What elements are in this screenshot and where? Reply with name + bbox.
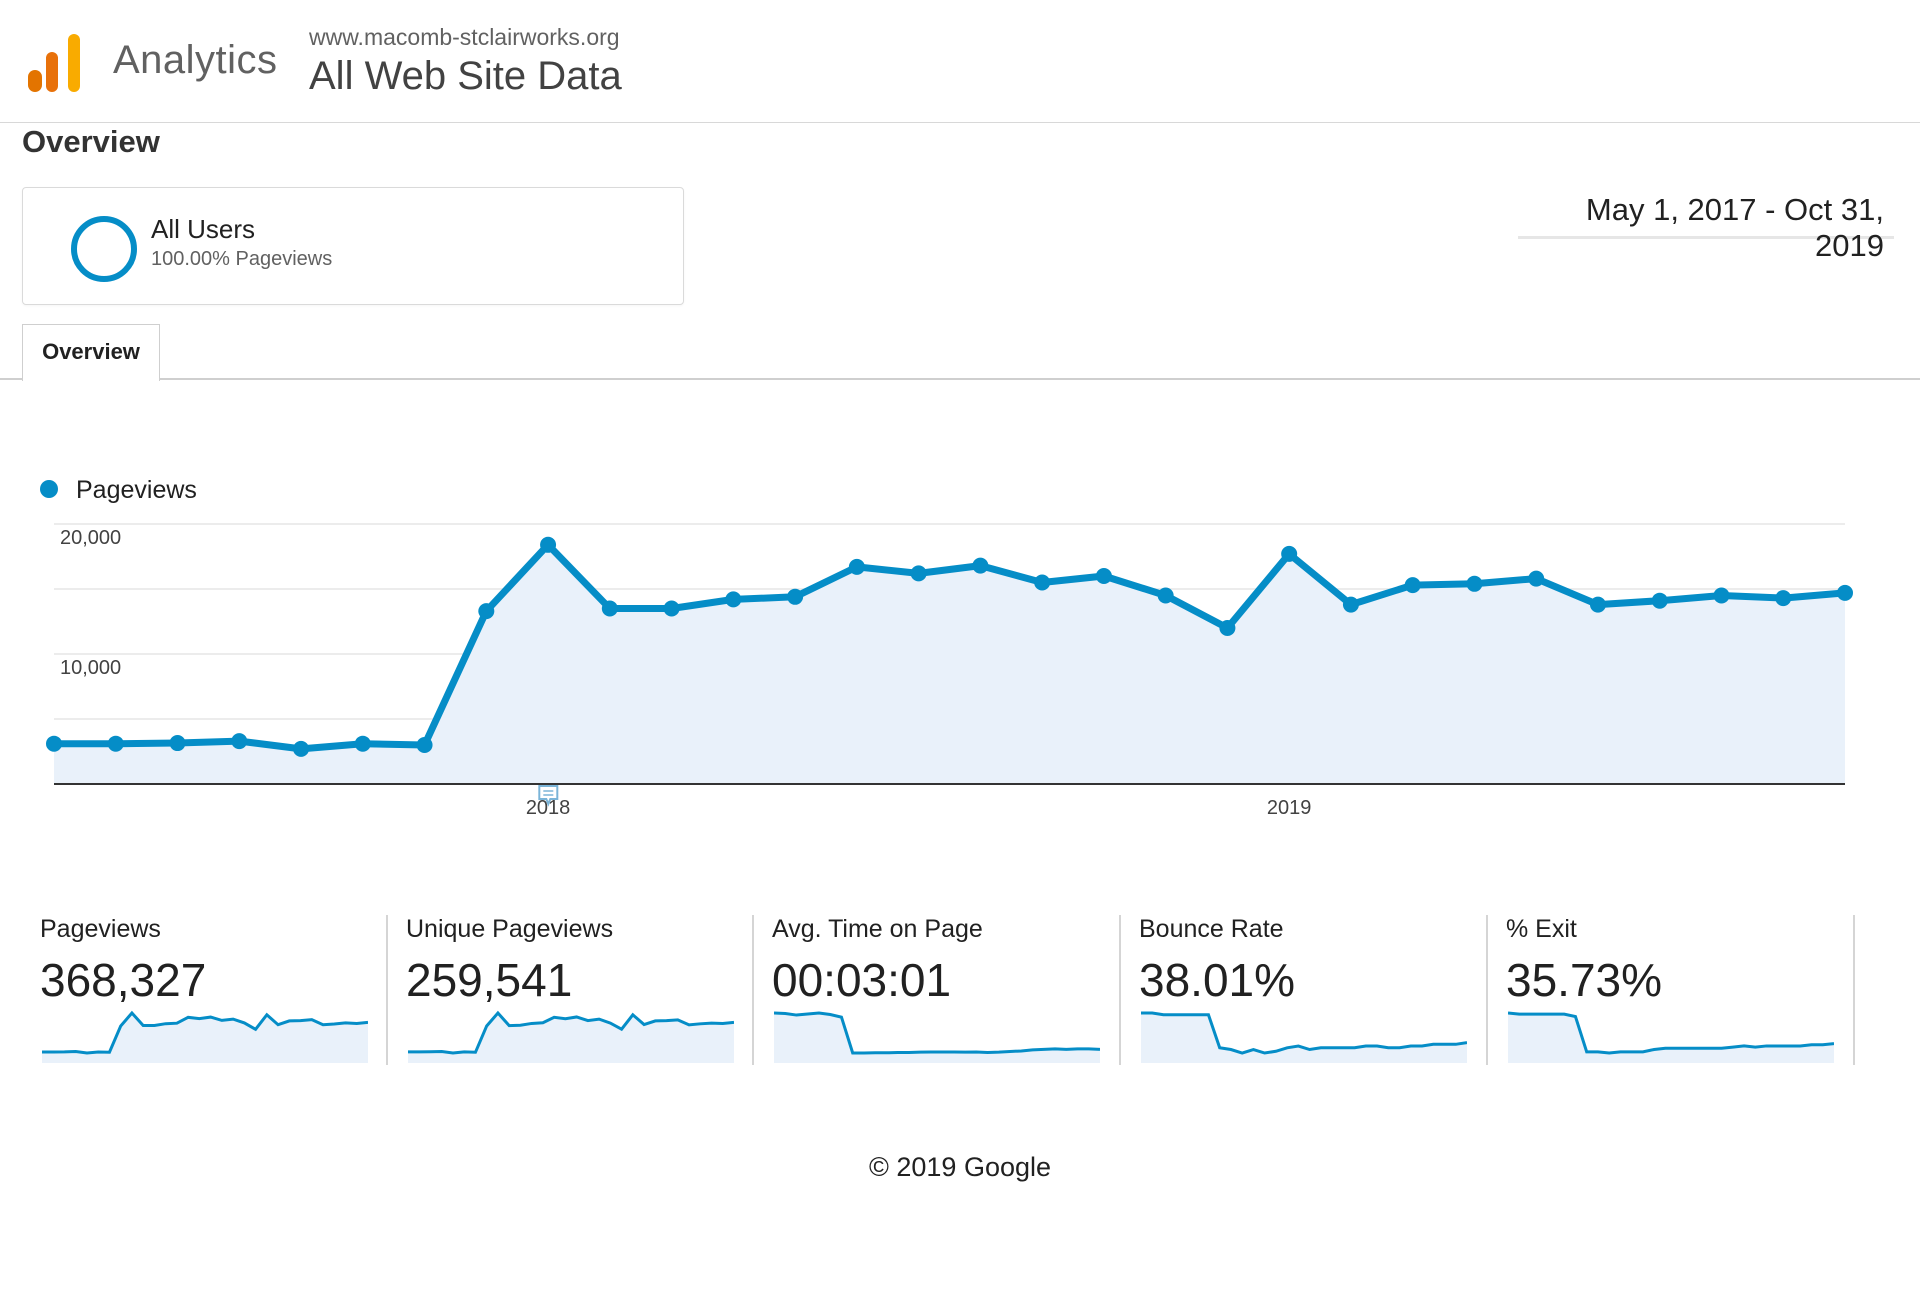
segment-subtitle: 100.00% Pageviews	[151, 248, 333, 270]
sparkline-fill	[1508, 1013, 1834, 1063]
data-point[interactable]	[540, 536, 557, 553]
data-point[interactable]	[910, 565, 927, 582]
metric-value: 259,541	[406, 954, 573, 1006]
data-point[interactable]	[1837, 584, 1853, 601]
data-point[interactable]	[1528, 570, 1545, 587]
sparkline-line	[1141, 1011, 1467, 1055]
metric-value: 368,327	[40, 954, 207, 1006]
sparkline	[408, 1010, 734, 1063]
segment-card[interactable]: All Users 100.00% Pageviews	[22, 187, 684, 305]
data-point[interactable]	[1713, 587, 1730, 604]
data-point[interactable]	[1589, 596, 1606, 613]
metric-label: Pageviews	[40, 915, 161, 943]
data-point[interactable]	[46, 735, 62, 752]
data-point[interactable]	[1342, 596, 1359, 613]
sparkline-fill	[774, 1013, 1100, 1063]
sparkline-fill	[42, 1013, 368, 1063]
view-name[interactable]: All Web Site Data	[309, 54, 622, 98]
sparkline-line	[774, 1011, 1100, 1055]
metric-avg-time-on-page[interactable]: Avg. Time on Page 00:03:01	[754, 915, 1120, 1065]
data-point[interactable]	[1157, 587, 1174, 604]
sparkline	[42, 1010, 368, 1063]
logo-bar-tall	[68, 34, 80, 92]
data-point[interactable]	[972, 557, 989, 574]
page-title: Overview	[22, 124, 160, 159]
metric-value: 00:03:01	[772, 954, 952, 1006]
metric-divider	[1119, 915, 1121, 1065]
data-point[interactable]	[231, 733, 248, 750]
data-point[interactable]	[848, 558, 865, 575]
header: Analytics www.macomb-stclairworks.org Al…	[0, 0, 1920, 123]
data-point[interactable]	[787, 588, 804, 605]
date-range-label: May 1, 2017 - Oct 31, 2019	[1585, 192, 1884, 263]
sparkline	[774, 1011, 1100, 1063]
sparkline-fill	[1141, 1013, 1467, 1063]
legend-label: Pageviews	[76, 476, 197, 504]
sparkline-fill	[408, 1013, 734, 1063]
sparkline	[1508, 1011, 1834, 1063]
tab-overview[interactable]: Overview	[22, 324, 160, 381]
data-point[interactable]	[107, 735, 124, 752]
metric-label: Unique Pageviews	[406, 915, 614, 943]
x-tick-label: 2019	[1267, 797, 1312, 819]
sparkline	[1141, 1011, 1467, 1063]
app-name: Analytics	[113, 38, 278, 82]
metric-exit-rate[interactable]: % Exit 35.73%	[1488, 915, 1854, 1065]
y-tick-label: 20,000	[60, 527, 121, 549]
data-point[interactable]	[1281, 545, 1298, 562]
data-point[interactable]	[663, 600, 680, 617]
sparkline-line	[42, 1010, 368, 1055]
data-point[interactable]	[169, 735, 186, 752]
pageviews-chart[interactable]: 20,000 10,000 2018 2019	[0, 510, 1920, 830]
data-point[interactable]	[601, 600, 618, 617]
data-point[interactable]	[1775, 590, 1792, 607]
metric-divider	[1853, 915, 1855, 1065]
tab-divider	[0, 378, 1920, 380]
data-point[interactable]	[1651, 592, 1668, 609]
chart-area-fill	[54, 544, 1845, 784]
metric-unique-pageviews[interactable]: Unique Pageviews 259,541	[388, 915, 754, 1065]
metrics-row: Pageviews 368,327 Unique Pageviews 259,5…	[0, 915, 1920, 1065]
analytics-logo-icon[interactable]	[28, 32, 80, 92]
logo-bar-short	[28, 70, 42, 92]
data-point[interactable]	[725, 591, 742, 608]
y-tick-label: 10,000	[60, 657, 121, 679]
data-point[interactable]	[1219, 620, 1236, 636]
data-point[interactable]	[1034, 574, 1051, 591]
metric-label: % Exit	[1506, 915, 1577, 943]
sparkline-line	[1508, 1011, 1834, 1055]
metric-divider	[386, 915, 388, 1065]
metric-divider	[752, 915, 754, 1065]
logo-bar-medium	[46, 52, 58, 92]
sparkline-line	[408, 1010, 734, 1055]
metric-label: Avg. Time on Page	[772, 915, 983, 943]
segment-ring-icon	[71, 216, 137, 282]
data-point[interactable]	[354, 735, 371, 752]
legend-dot-icon	[40, 480, 58, 498]
copyright-footer: © 2019 Google	[868, 1152, 1052, 1182]
data-point[interactable]	[1466, 575, 1483, 592]
metric-divider	[1486, 915, 1488, 1065]
x-tick-label: 2018	[526, 797, 571, 819]
metric-label: Bounce Rate	[1139, 915, 1284, 943]
date-range-picker[interactable]: May 1, 2017 - Oct 31, 2019	[1518, 186, 1894, 263]
site-url[interactable]: www.macomb-stclairworks.org	[309, 24, 620, 50]
metric-bounce-rate[interactable]: Bounce Rate 38.01%	[1121, 915, 1487, 1065]
data-point[interactable]	[1095, 568, 1112, 584]
data-point[interactable]	[416, 737, 433, 753]
metric-value: 35.73%	[1506, 954, 1663, 1006]
metric-value: 38.01%	[1139, 954, 1296, 1006]
segment-name: All Users	[151, 214, 256, 244]
metric-pageviews[interactable]: Pageviews 368,327	[22, 915, 388, 1065]
data-point[interactable]	[1404, 577, 1421, 594]
annotation-icon[interactable]	[538, 785, 559, 807]
data-point[interactable]	[478, 603, 495, 620]
series-line-pageviews	[54, 541, 1846, 753]
data-point[interactable]	[293, 740, 310, 757]
